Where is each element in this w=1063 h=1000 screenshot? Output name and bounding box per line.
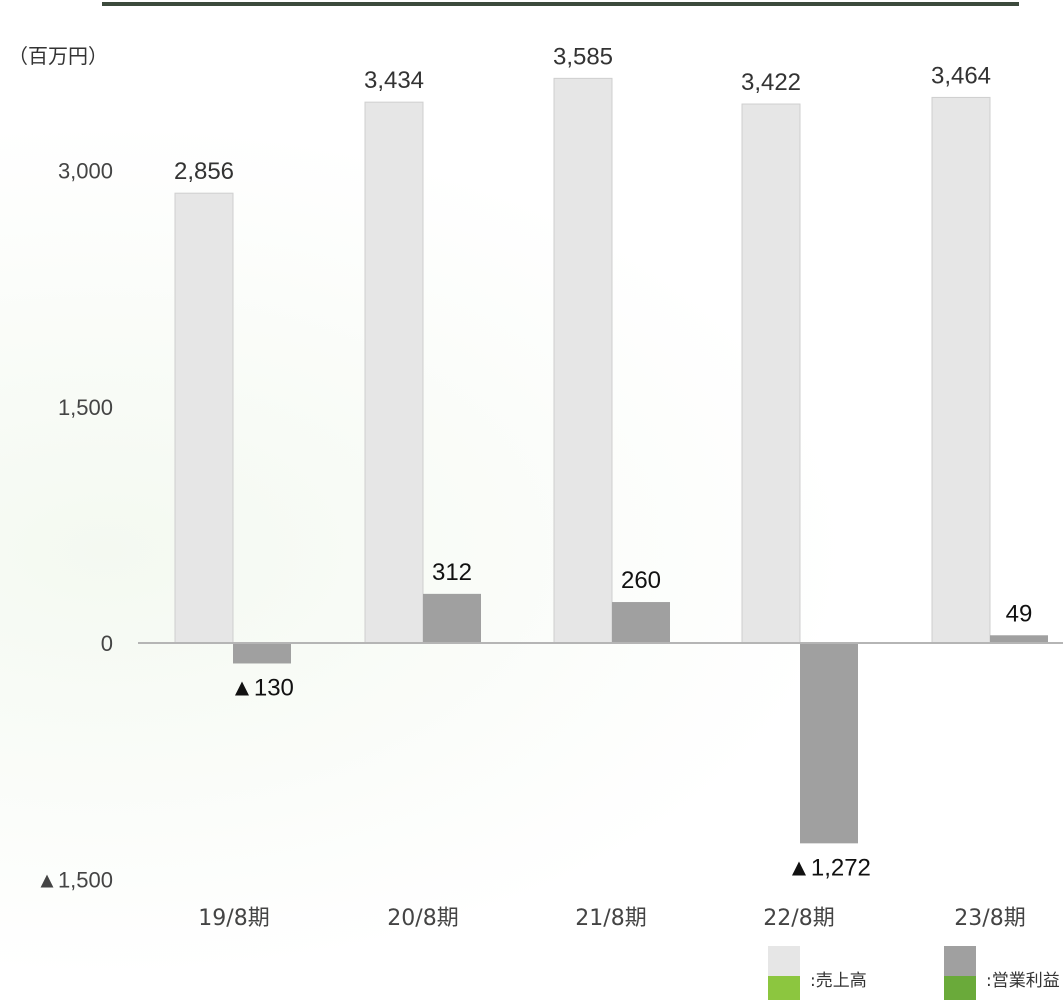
bar-sales-2 [364, 101, 424, 644]
bar-sales-4 [741, 103, 801, 644]
labels-layer: 2,856 3,434 3,585 3,422 3,464 ▲130 312 260 ▲1,27… [174, 43, 1032, 881]
legend-item-operating-profit: :営業利益 [944, 946, 1063, 1000]
data-label-operating-profit-4: ▲1,272 [787, 854, 871, 881]
bars-layer [174, 77, 1048, 844]
data-label-sales-3: 3,585 [553, 43, 613, 70]
data-label-operating-profit-3: 260 [621, 567, 661, 594]
y-tick-label-3: 0 [101, 631, 113, 656]
x-category-label-1: 19/8期 [198, 906, 269, 931]
legend-swatch-sales-accent [768, 976, 800, 1000]
data-label-operating-profit-5: 49 [1006, 600, 1033, 627]
x-category-label-3: 21/8期 [575, 906, 646, 931]
bar-operating-profit-3 [612, 602, 670, 643]
bar-operating-profit-1 [233, 643, 291, 664]
data-label-sales-5: 3,464 [931, 62, 991, 89]
bar-operating-profit-5 [990, 635, 1048, 643]
x-category-label-5: 23/8期 [954, 906, 1025, 931]
data-label-sales-2: 3,434 [364, 67, 424, 94]
y-tick-label-1: 3,000 [58, 159, 113, 184]
data-label-sales-1: 2,856 [174, 158, 234, 185]
x-category-label-4: 22/8期 [763, 906, 834, 931]
data-label-sales-4: 3,422 [741, 69, 801, 96]
bar-operating-profit-2 [423, 593, 481, 643]
legend-label-sales: :売上高 [810, 971, 867, 991]
bar-sales-1 [174, 192, 234, 644]
data-label-operating-profit-1: ▲130 [230, 674, 294, 701]
bar-sales-5 [931, 96, 991, 644]
y-tick-label-2: 1,500 [58, 395, 113, 420]
top-rule [102, 2, 1019, 6]
legend-swatch-operating-profit [944, 946, 976, 976]
x-category-label-2: 20/8期 [387, 906, 458, 931]
legend-swatch-operating-profit-accent [944, 976, 976, 1000]
legend: :売上高 :営業利益 [768, 946, 1063, 1000]
legend-label-operating-profit: :営業利益 [986, 971, 1060, 991]
bar-sales-3 [553, 77, 613, 644]
bar-operating-profit-4 [800, 643, 858, 844]
y-tick-label-4: ▲1,500 [36, 867, 113, 892]
legend-item-sales: :売上高 [768, 946, 938, 1000]
legend-swatch-sales [768, 946, 800, 976]
data-label-operating-profit-2: 312 [432, 559, 472, 586]
unit-label: （百万円） [8, 44, 108, 68]
x-axis-categories: 19/8期 20/8期 21/8期 22/8期 23/8期 [198, 906, 1025, 931]
y-axis-ticks: 3,000 1,500 0 ▲1,500 [36, 159, 113, 893]
